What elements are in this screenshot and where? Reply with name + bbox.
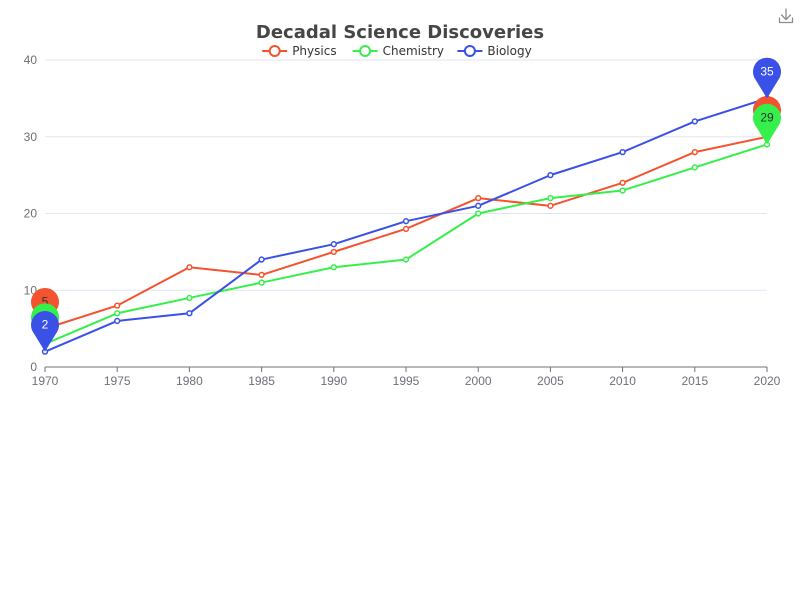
grid-lines [45,59,767,291]
data-point[interactable] [258,256,265,263]
data-point[interactable] [691,164,698,171]
mark-pins: 305293352 [31,57,782,352]
data-point[interactable] [691,148,698,156]
legend-item-biology[interactable]: Biology [457,44,532,58]
legend-marker [359,45,372,57]
data-point[interactable] [186,310,193,317]
x-tick-label: 1980 [176,374,203,388]
data-point[interactable] [258,279,265,286]
data-point[interactable] [619,179,626,186]
y-tick-label: 20 [24,207,38,221]
x-tick-label: 1970 [32,374,59,388]
x-tick-label: 2020 [754,374,781,388]
x-tick-label: 1990 [320,374,347,388]
data-point[interactable] [475,202,482,209]
x-tick-label: 1995 [393,374,420,388]
data-point[interactable] [619,187,626,194]
legend-item-chemistry[interactable]: Chemistry [352,44,444,58]
pin-shape [753,57,782,99]
data-point[interactable] [330,264,337,271]
pin-shape [753,103,781,145]
data-point[interactable] [691,118,698,125]
data-point[interactable] [475,195,482,202]
data-point[interactable] [475,210,482,217]
series-lines [41,95,771,355]
data-point[interactable] [114,302,121,309]
legend-marker [463,45,476,57]
data-point[interactable] [114,317,121,325]
data-point[interactable] [186,294,193,302]
series-line-physics[interactable] [44,135,768,330]
legend-marker [268,45,281,57]
data-point[interactable] [402,225,410,233]
mark-point-pin[interactable]: 2 [31,310,60,352]
x-tick-label: 2000 [465,374,492,388]
data-point[interactable] [547,195,554,202]
pin-label: 5 [42,295,49,309]
data-point[interactable] [619,148,626,156]
data-point[interactable] [402,256,410,263]
pin-shape [31,310,60,352]
y-tick-label: 40 [24,53,38,67]
pin-label: 2 [42,318,49,332]
data-point[interactable] [547,202,554,209]
legend-label: Physics [292,44,336,58]
mark-point-pin[interactable]: 35 [753,57,782,99]
legend[interactable]: Physics Chemistry Biology [262,44,532,58]
y-tick-label: 30 [24,130,38,144]
pin-label: 29 [760,110,774,124]
pin-label: 35 [760,64,774,78]
legend-item-physics[interactable]: Physics [262,44,337,58]
data-point[interactable] [402,218,410,225]
x-tick-label: 2010 [609,374,636,388]
data-point[interactable] [330,248,337,256]
legend-label: Chemistry [383,44,444,58]
x-tick-label: 2005 [537,374,564,388]
x-tick-label: 2015 [681,374,708,388]
y-tick-label: 0 [30,360,37,374]
mark-point-pin[interactable]: 29 [753,103,781,145]
data-point[interactable] [547,171,554,179]
series-line-chemistry[interactable] [44,143,768,345]
x-tick-label: 1985 [248,374,275,388]
data-point[interactable] [330,241,337,248]
data-point[interactable] [186,264,193,271]
x-tick-label: 1975 [104,374,131,388]
data-point[interactable] [114,310,121,317]
download-icon[interactable] [776,6,796,26]
data-point[interactable] [258,271,265,279]
legend-label: Biology [487,44,531,58]
chart-title: Decadal Science Discoveries [256,22,544,43]
